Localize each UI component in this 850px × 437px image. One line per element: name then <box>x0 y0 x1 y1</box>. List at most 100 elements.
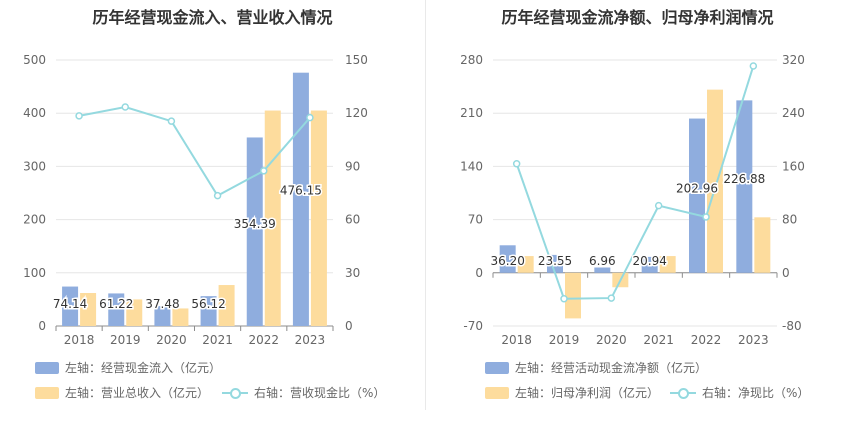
y-left-tick-label: 140 <box>460 159 483 173</box>
y-right-tick-label: 120 <box>345 106 368 120</box>
y-right-tick-label: 80 <box>782 213 797 227</box>
x-tick-label: 2021 <box>202 333 233 345</box>
line-series-3 <box>78 105 311 197</box>
y-left-tick-label: 500 <box>23 53 46 67</box>
x-tick-label: 2022 <box>691 333 722 345</box>
bar-series-2 <box>126 299 143 326</box>
y-right-tick-label: 0 <box>782 266 790 280</box>
bar-series-2 <box>218 285 235 326</box>
x-tick-label: 2020 <box>596 333 627 345</box>
legend-item-series-1[interactable]: 左轴：经营活动现金流净额（亿元） <box>485 359 707 376</box>
line-point <box>607 294 616 302</box>
chart-plot-left: 0 100 200 300 400 500 0 30 60 90 120 150 2018 2019 202… <box>23 53 368 345</box>
legend-swatch <box>485 387 509 399</box>
x-tick-label: 2020 <box>156 333 187 345</box>
bar-series-1 <box>200 296 217 326</box>
data-label: 36.20 <box>490 254 524 268</box>
bar-series-2 <box>517 256 534 273</box>
legend-label: 左轴：经营现金流入（亿元） <box>65 361 222 375</box>
line-point <box>167 117 176 125</box>
x-tick-label: 2021 <box>643 333 674 345</box>
bar-series-2 <box>172 308 189 326</box>
legend-label: 右轴：营收现金比（%） <box>254 386 386 400</box>
legend-swatch <box>35 387 59 399</box>
bar-series-1 <box>641 256 658 273</box>
line-point <box>213 191 222 200</box>
y-left-tick-label: 210 <box>460 106 483 120</box>
bar-series-1 <box>154 306 171 326</box>
y-right-tick-label: 240 <box>782 106 805 120</box>
x-tick-label: 2019 <box>549 333 580 345</box>
data-label: 23.55 <box>538 254 572 268</box>
data-label: 61.22 <box>99 297 133 311</box>
x-tick-label: 2018 <box>501 333 532 345</box>
line-point <box>749 62 758 70</box>
legend-item-series-2[interactable]: 左轴：归母净利润（亿元） <box>485 384 659 401</box>
legend-item-series-1[interactable]: 左轴：经营现金流入（亿元） <box>35 359 221 376</box>
y-right-tick-label: 150 <box>345 53 368 67</box>
bar-series-2 <box>565 272 581 319</box>
bar-series-2 <box>310 110 327 326</box>
legend-swatch <box>485 362 509 374</box>
y-right-tick-label: 160 <box>782 159 805 173</box>
line-point <box>560 294 568 303</box>
bar-series-2 <box>80 293 97 326</box>
data-label: 56.12 <box>191 297 225 311</box>
line-point <box>702 213 710 221</box>
legend-item-series-3[interactable]: 右轴：营收现金比（%） <box>222 384 385 401</box>
bar-series-1 <box>108 293 125 326</box>
data-label: 6.96 <box>589 254 616 268</box>
legend-swatch <box>35 362 59 374</box>
line-point <box>512 159 521 168</box>
chart-title: 历年经营现金流入、营业收入情况 <box>92 8 333 27</box>
panel-divider <box>425 0 426 410</box>
y-left-tick-label: 100 <box>23 266 46 280</box>
y-right-tick-label: 60 <box>345 213 360 227</box>
y-right-tick-label: 320 <box>782 53 805 67</box>
line-point <box>306 113 314 122</box>
y-right-tick-label: 0 <box>345 319 353 333</box>
legend-item-series-3[interactable]: 右轴：净现比（%） <box>670 384 809 401</box>
x-tick-label: 2018 <box>64 333 95 345</box>
legend-label: 左轴：经营活动现金流净额（亿元） <box>515 361 708 375</box>
y-right-tick-label: 30 <box>345 266 360 280</box>
data-label: 37.48 <box>145 297 179 311</box>
legend-label: 左轴：归母净利润（亿元） <box>515 386 660 400</box>
data-label: 20.94 <box>632 254 666 268</box>
y-left-tick-label: 0 <box>38 319 46 333</box>
data-label: 476.15 <box>280 183 322 197</box>
data-label: 226.88 <box>723 172 765 186</box>
line-point <box>75 112 83 120</box>
bar-series-1 <box>736 100 753 273</box>
y-left-tick-label: -70 <box>463 319 483 333</box>
legend-line-marker <box>670 387 696 399</box>
y-left-tick-label: 200 <box>23 213 46 227</box>
x-tick-label: 2019 <box>110 333 141 345</box>
bar-series-2 <box>754 217 771 273</box>
chart-panel-right: 历年经营现金流净额、归母净利润情况 -70 0 70 140 210 280 -80 0 80 1… <box>425 0 850 437</box>
x-tick-label: 2023 <box>738 333 769 345</box>
y-left-tick-label: 280 <box>460 53 483 67</box>
bar-series-1 <box>246 137 263 326</box>
bar-series-1 <box>499 245 516 273</box>
bar-series-1 <box>62 286 79 326</box>
y-left-tick-label: 70 <box>468 213 483 227</box>
data-label: 354.39 <box>234 217 276 231</box>
legend-item-series-2[interactable]: 左轴：营业总收入（亿元） <box>35 384 209 401</box>
y-right-tick-label: 90 <box>345 159 360 173</box>
y-left-tick-label: 400 <box>23 106 46 120</box>
data-label: 74.14 <box>53 297 87 311</box>
line-series-3 <box>515 65 755 300</box>
x-tick-label: 2022 <box>248 333 279 345</box>
legend-line-marker <box>222 387 248 399</box>
legend-label: 右轴：净现比（%） <box>702 386 810 400</box>
bar-series-1 <box>594 267 611 273</box>
line-point <box>654 201 663 210</box>
x-tick-label: 2023 <box>295 333 326 345</box>
bar-series-1 <box>292 72 309 326</box>
bar-series-1 <box>689 118 705 273</box>
y-right-tick-label: -80 <box>782 319 802 333</box>
bar-series-2 <box>707 89 723 273</box>
chart-panel-left: 历年经营现金流入、营业收入情况 0 100 200 300 400 500 0 30 60 90 1… <box>23 8 385 401</box>
chart-title: 历年经营现金流净额、归母净利润情况 <box>501 8 774 27</box>
